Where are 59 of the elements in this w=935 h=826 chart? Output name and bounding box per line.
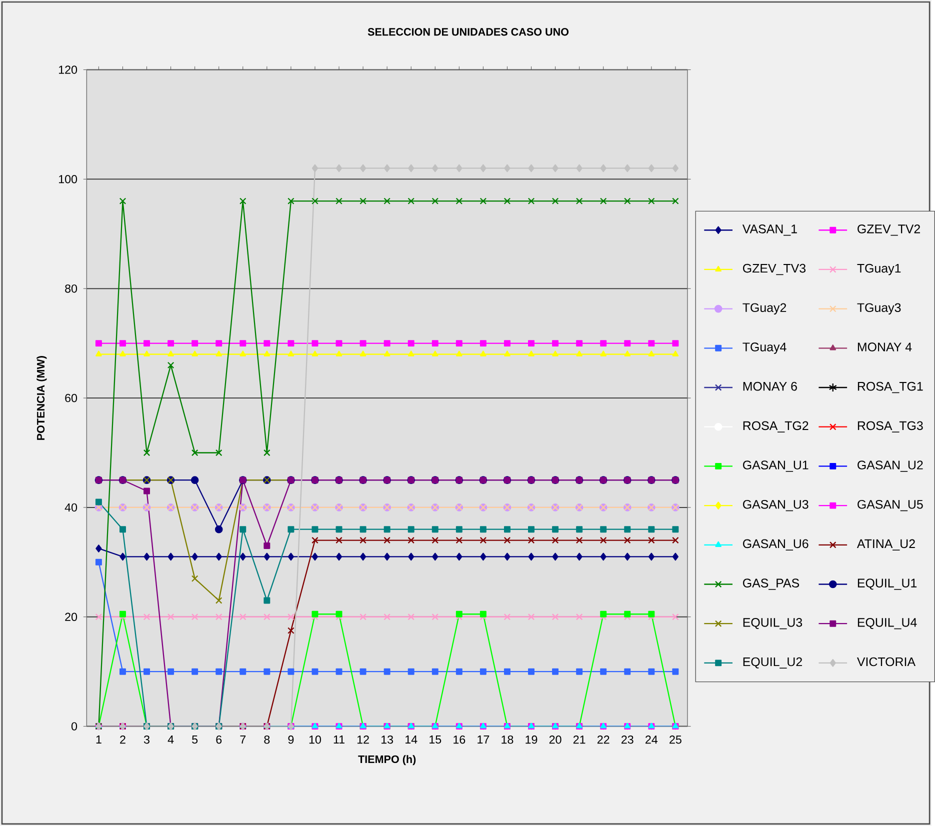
x-tick-label: 4: [168, 736, 174, 744]
legend-label: GASAN_U6: [743, 539, 808, 551]
x-tick-label: 17: [478, 736, 490, 744]
legend-label: GASAN_U3: [743, 500, 808, 512]
x-tick-label: 19: [526, 736, 538, 744]
x-tick-label: 16: [454, 736, 466, 744]
legend-label: MONAY 6: [743, 382, 797, 391]
chart-title: SELECCION DE UNIDADES CASO UNO: [368, 28, 569, 36]
legend-label: EQUIL_U4: [858, 618, 917, 630]
x-tick-label: 22: [597, 736, 610, 744]
legend-label: GZEV_TV3: [743, 264, 806, 276]
x-tick-label: 23: [621, 736, 634, 744]
x-tick-label: 18: [502, 736, 514, 744]
x-tick-label: 9: [288, 736, 294, 744]
x-tick-label: 8: [264, 736, 270, 744]
x-tick-label: 13: [381, 736, 394, 744]
y-tick-label: 0: [71, 722, 78, 730]
x-tick-label: 10: [309, 736, 321, 744]
x-tick-label: 1: [96, 736, 102, 744]
x-tick-label: 25: [670, 736, 682, 744]
legend-label: GASAN_U1: [743, 460, 808, 472]
x-tick-label: 2: [120, 736, 126, 744]
x-tick-label: 3: [144, 736, 150, 744]
y-tick-label: 80: [65, 284, 78, 293]
y-tick-label: 40: [64, 503, 78, 512]
legend-label: TGuay2: [742, 303, 786, 315]
x-tick-label: 24: [646, 736, 658, 744]
x-tick-label: 21: [573, 736, 586, 744]
legend-label: EQUIL_U2: [743, 657, 802, 669]
legend-label: ROSA_TG1: [858, 382, 923, 394]
x-tick-label: 14: [406, 736, 418, 744]
legend-label: ROSA_TG3: [858, 421, 923, 432]
x-tick-label: 6: [216, 736, 222, 744]
x-tick-label: 15: [430, 736, 442, 744]
y-tick-label: 100: [58, 175, 78, 184]
x-tick-label: 11: [334, 736, 344, 744]
x-tick-label: 12: [357, 736, 369, 744]
x-axis-title: TIEMPO (h): [358, 755, 416, 766]
legend-label: EQUIL_U1: [858, 578, 917, 590]
y-tick-label: 120: [58, 66, 78, 74]
x-tick-label: 5: [192, 736, 198, 744]
legend-label: VICTORIA: [856, 657, 916, 666]
legend-label: GASAN_U2: [858, 460, 923, 472]
legend-label: ROSA_TG2: [743, 421, 808, 432]
legend-label: GAS_PAS: [743, 578, 800, 590]
legend-label: GASAN_U5: [858, 500, 923, 512]
legend-label: MONAY 4: [858, 342, 912, 352]
legend-label: GZEV_TV2: [858, 224, 920, 236]
y-tick-label: 60: [65, 394, 78, 402]
legend-label: TGuay4: [742, 342, 786, 354]
legend-label: TGuay1: [857, 264, 901, 276]
legend-label: VASAN_1: [742, 224, 797, 236]
legend-label: TGuay3: [857, 303, 901, 315]
x-tick-label: 20: [549, 736, 562, 744]
legend-label: ATINA_U2: [856, 539, 915, 551]
legend-label: EQUIL_U3: [743, 618, 802, 630]
x-tick-label: 7: [240, 736, 246, 744]
y-axis-title: POTENCIA (MW): [36, 356, 47, 440]
y-tick-label: 20: [65, 612, 78, 622]
